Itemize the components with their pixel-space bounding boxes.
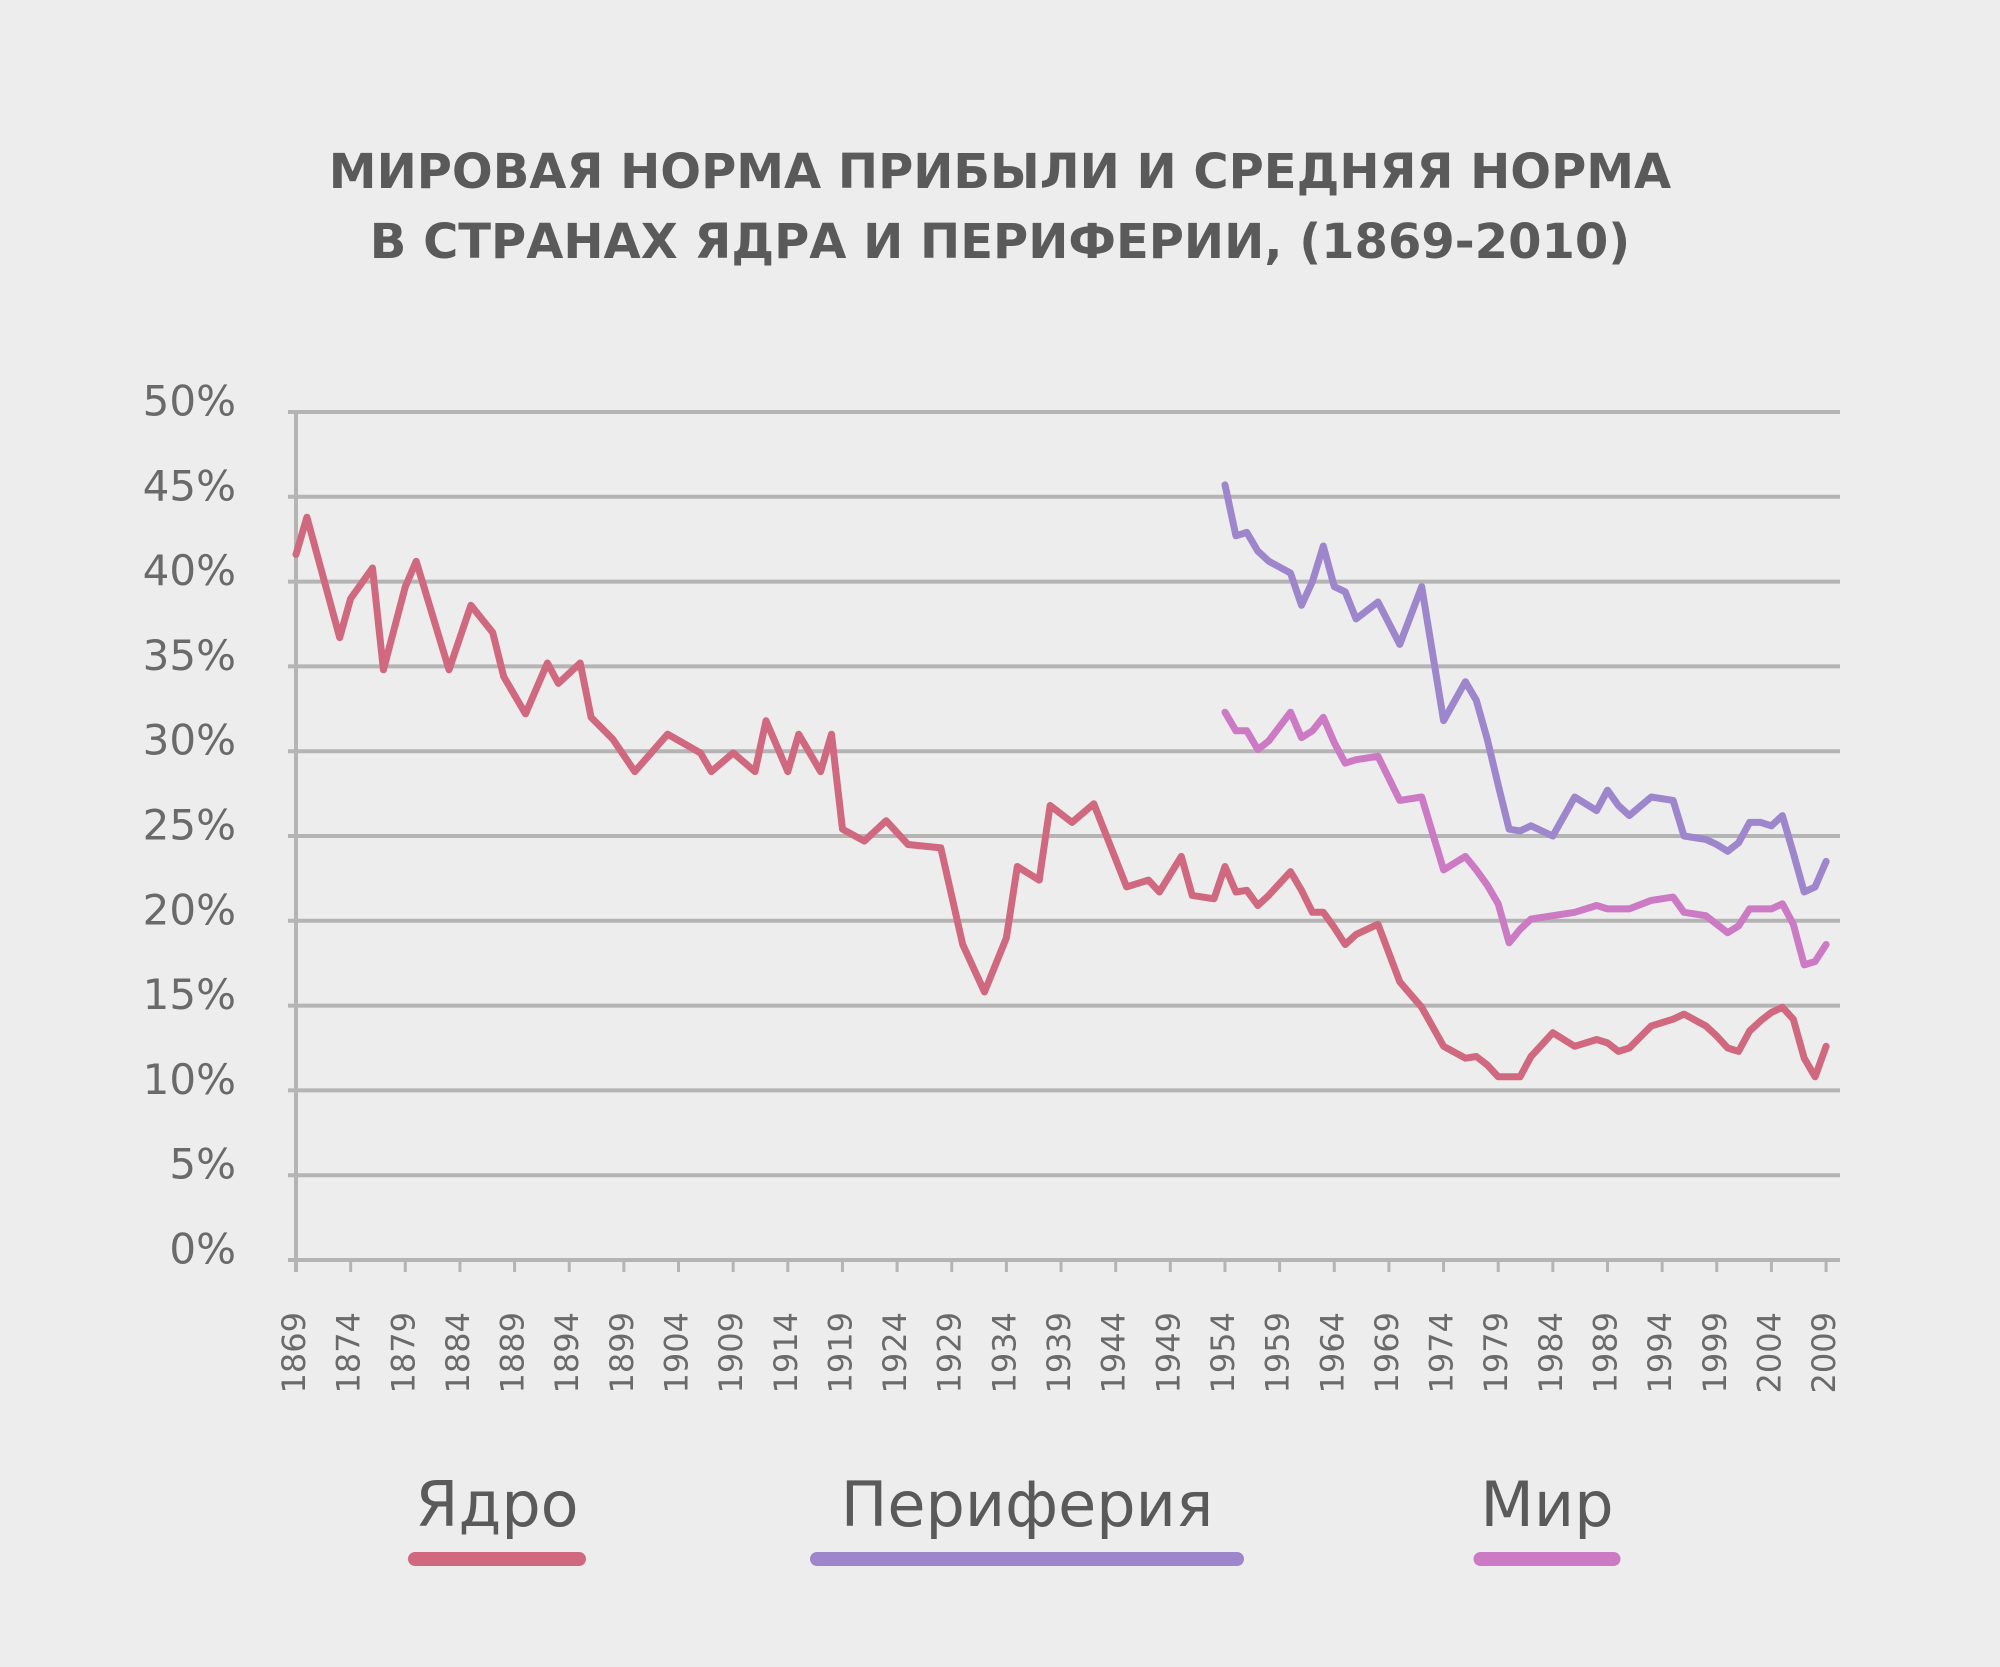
x-tick-label: 1909: [712, 1312, 750, 1393]
x-tick-label: 1954: [1204, 1312, 1242, 1393]
x-tick-label: 1879: [384, 1312, 422, 1393]
x-tick-label: 1874: [330, 1312, 368, 1393]
y-tick-label: 50%: [143, 377, 236, 426]
series-line: [1221, 481, 1830, 896]
x-tick-label: 1969: [1368, 1312, 1406, 1393]
x-tick-label: 1904: [658, 1312, 696, 1393]
x-tick-label: 1929: [931, 1312, 969, 1393]
y-tick-label: 0%: [169, 1225, 236, 1274]
x-tick-label: 1994: [1641, 1312, 1679, 1393]
x-tick-label: 1944: [1095, 1312, 1133, 1393]
x-tick-label: 1984: [1532, 1312, 1570, 1393]
legend-label: Периферия: [841, 1468, 1214, 1541]
x-tick-label: 1959: [1259, 1312, 1297, 1393]
x-tick-label: 1949: [1149, 1312, 1187, 1393]
y-tick-label: 15%: [143, 970, 236, 1019]
x-tick-label: 1999: [1696, 1312, 1734, 1393]
y-tick-label: 30%: [143, 716, 236, 765]
y-tick-label: 10%: [143, 1055, 236, 1104]
x-tick-label: 2009: [1805, 1312, 1843, 1393]
y-tick-label: 5%: [169, 1140, 236, 1189]
x-tick-label: 1919: [821, 1312, 859, 1393]
y-tick-label: 45%: [143, 461, 236, 510]
x-tick-label: 2004: [1750, 1312, 1788, 1393]
chart-title: В СТРАНАХ ЯДРА И ПЕРИФЕРИИ, (1869-2010): [370, 214, 1630, 270]
x-tick-label: 1914: [767, 1312, 805, 1393]
x-tick-label: 1869: [275, 1312, 313, 1393]
chart-title: МИРОВАЯ НОРМА ПРИБЫЛИ И СРЕДНЯЯ НОРМА: [329, 144, 1671, 200]
y-tick-label: 35%: [143, 631, 236, 680]
x-tick-label: 1939: [1040, 1312, 1078, 1393]
x-tick-label: 1894: [548, 1312, 586, 1393]
y-tick-label: 25%: [143, 801, 236, 850]
x-tick-label: 1889: [494, 1312, 532, 1393]
x-tick-label: 1899: [603, 1312, 641, 1393]
legend-swatch: [1473, 1552, 1621, 1566]
series-line: [1221, 708, 1830, 969]
y-tick-label: 20%: [143, 885, 236, 934]
x-tick-label: 1979: [1477, 1312, 1515, 1393]
x-tick-label: 1884: [439, 1312, 477, 1393]
x-tick-label: 1964: [1313, 1312, 1351, 1393]
x-tick-label: 1934: [985, 1312, 1023, 1393]
legend-label: Мир: [1480, 1468, 1613, 1541]
x-tick-label: 1989: [1586, 1312, 1624, 1393]
legend-label: Ядро: [415, 1468, 578, 1541]
x-tick-label: 1974: [1423, 1312, 1461, 1393]
y-tick-label: 40%: [143, 546, 236, 595]
legend-swatch: [810, 1552, 1244, 1566]
series-line: [292, 513, 1830, 1081]
legend-swatch: [408, 1552, 586, 1566]
x-tick-label: 1924: [876, 1312, 914, 1393]
